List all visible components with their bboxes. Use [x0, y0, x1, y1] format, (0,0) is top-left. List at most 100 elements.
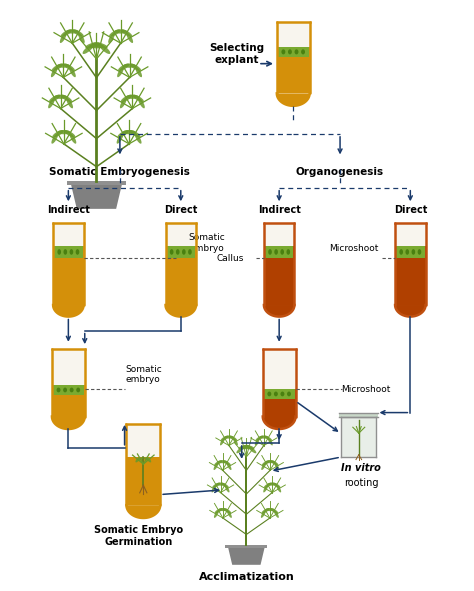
Ellipse shape	[70, 134, 76, 144]
Ellipse shape	[182, 249, 186, 255]
Ellipse shape	[57, 64, 70, 68]
Bar	[264, 223, 294, 305]
Bar	[52, 349, 85, 417]
Ellipse shape	[64, 64, 75, 71]
Ellipse shape	[61, 95, 72, 102]
Ellipse shape	[238, 445, 249, 449]
Bar	[54, 246, 82, 258]
Text: Selecting
explant: Selecting explant	[210, 44, 264, 65]
Ellipse shape	[214, 460, 222, 466]
Ellipse shape	[267, 483, 277, 486]
Ellipse shape	[61, 30, 72, 37]
Ellipse shape	[229, 436, 237, 441]
Ellipse shape	[121, 95, 132, 102]
Ellipse shape	[130, 64, 141, 71]
Bar	[165, 223, 196, 305]
Text: Microshoot: Microshoot	[341, 385, 391, 394]
Bar	[166, 246, 195, 258]
Ellipse shape	[64, 130, 75, 138]
Text: In vitro: In vitro	[341, 463, 381, 473]
Ellipse shape	[286, 249, 290, 255]
Polygon shape	[228, 546, 265, 565]
Bar	[264, 389, 295, 399]
Text: Organogenesis: Organogenesis	[296, 167, 384, 177]
Polygon shape	[127, 505, 160, 518]
Ellipse shape	[301, 49, 305, 54]
Ellipse shape	[123, 64, 136, 68]
Ellipse shape	[57, 130, 70, 134]
Ellipse shape	[273, 483, 281, 488]
Ellipse shape	[263, 485, 268, 492]
Ellipse shape	[136, 67, 142, 77]
Ellipse shape	[188, 249, 192, 255]
Polygon shape	[52, 417, 85, 429]
Ellipse shape	[220, 438, 225, 446]
Ellipse shape	[270, 460, 279, 466]
Ellipse shape	[261, 511, 266, 518]
Ellipse shape	[69, 67, 76, 77]
Bar	[67, 181, 126, 186]
Ellipse shape	[76, 249, 79, 255]
Ellipse shape	[224, 436, 234, 439]
Ellipse shape	[218, 460, 227, 463]
Ellipse shape	[49, 95, 60, 102]
Text: Indirect: Indirect	[258, 205, 301, 215]
Ellipse shape	[287, 392, 291, 397]
Ellipse shape	[267, 392, 271, 397]
Ellipse shape	[126, 95, 139, 99]
Text: Somatic
embryo: Somatic embryo	[188, 233, 225, 253]
Bar	[265, 246, 293, 258]
Ellipse shape	[221, 483, 229, 488]
Ellipse shape	[51, 134, 58, 144]
Ellipse shape	[48, 98, 55, 108]
Bar	[395, 246, 426, 305]
Ellipse shape	[233, 438, 238, 446]
Ellipse shape	[261, 463, 266, 470]
Ellipse shape	[54, 95, 67, 99]
Ellipse shape	[85, 42, 100, 48]
Ellipse shape	[216, 483, 225, 486]
Ellipse shape	[129, 130, 141, 138]
Ellipse shape	[223, 508, 231, 514]
Ellipse shape	[274, 463, 279, 470]
Ellipse shape	[138, 98, 145, 108]
Ellipse shape	[176, 249, 180, 255]
Text: Somatic Embryo
Germination: Somatic Embryo Germination	[94, 525, 183, 547]
Polygon shape	[395, 305, 426, 317]
Ellipse shape	[282, 49, 285, 54]
Bar	[396, 246, 425, 258]
Ellipse shape	[82, 44, 94, 54]
Ellipse shape	[146, 457, 151, 462]
Ellipse shape	[66, 30, 79, 34]
Ellipse shape	[114, 30, 127, 34]
Ellipse shape	[63, 388, 67, 392]
Ellipse shape	[118, 64, 129, 71]
Ellipse shape	[411, 249, 415, 255]
Bar	[278, 47, 309, 57]
Ellipse shape	[288, 49, 292, 54]
Ellipse shape	[118, 130, 129, 138]
Ellipse shape	[244, 445, 255, 449]
Ellipse shape	[51, 67, 57, 77]
Ellipse shape	[241, 446, 252, 449]
Ellipse shape	[225, 485, 229, 492]
Text: Direct: Direct	[393, 205, 427, 215]
Ellipse shape	[259, 436, 268, 439]
Ellipse shape	[66, 98, 73, 108]
Polygon shape	[71, 183, 122, 209]
Ellipse shape	[109, 30, 120, 37]
Bar	[341, 417, 376, 457]
Bar	[53, 246, 83, 305]
Ellipse shape	[214, 511, 219, 518]
Text: Acclimatization: Acclimatization	[199, 572, 294, 582]
Ellipse shape	[52, 130, 64, 138]
Ellipse shape	[294, 49, 299, 54]
Ellipse shape	[223, 460, 231, 466]
Ellipse shape	[64, 249, 67, 255]
Text: Microshoot: Microshoot	[329, 244, 379, 253]
Ellipse shape	[76, 388, 80, 392]
Ellipse shape	[73, 30, 84, 37]
Ellipse shape	[117, 67, 124, 77]
Polygon shape	[277, 93, 310, 106]
Polygon shape	[53, 305, 83, 317]
